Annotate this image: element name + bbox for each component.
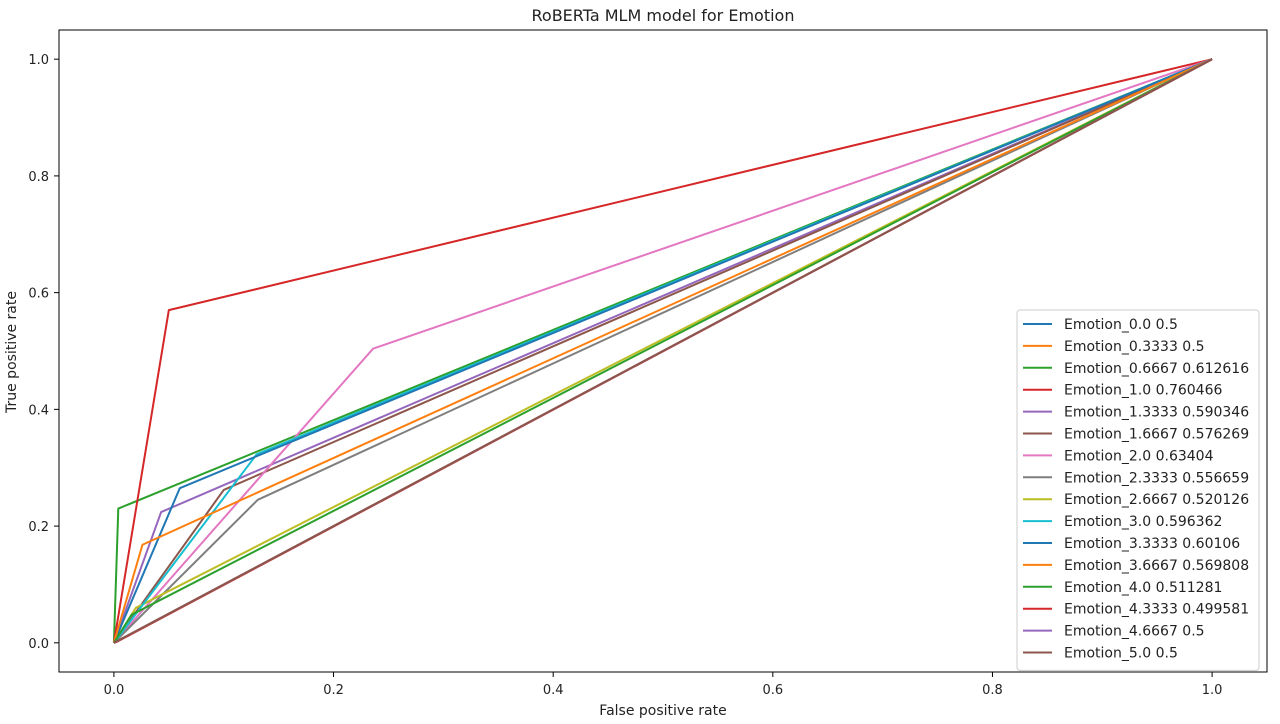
plot-area (112, 58, 1213, 644)
series-line-10 (112, 58, 1213, 644)
x-tick-label: 1.0 (1202, 683, 1223, 698)
y-tick-label: 0.2 (28, 520, 49, 535)
x-tick-label: 0.6 (762, 683, 783, 698)
chart-title: RoBERTa MLM model for Emotion (532, 6, 795, 25)
axes-frame (58, 29, 1268, 673)
y-tick-label: 0.0 (28, 637, 49, 652)
series-line-12 (113, 58, 1213, 644)
legend-label-8: Emotion_2.6667 0.520126 (1064, 492, 1249, 508)
legend: Emotion_0.0 0.5 Emotion_0.3333 0.5 Emotion… (1016, 309, 1260, 671)
y-tick-label: 1.0 (28, 53, 49, 68)
axes: 0.0 0.2 0.4 0.6 0.8 1.0 0.0 0.2 0.4 0.6 0.8 1.0 (28, 29, 1268, 698)
series-line-5 (113, 58, 1213, 644)
legend-label-15: Emotion_5.0 0.5 (1064, 646, 1178, 662)
legend-label-14: Emotion_4.6667 0.5 (1064, 624, 1205, 640)
legend-label-9: Emotion_3.0 0.596362 (1064, 514, 1222, 530)
legend-label-10: Emotion_3.3333 0.60106 (1064, 536, 1240, 552)
series-line-15 (113, 58, 1213, 644)
x-tick-label: 0.2 (323, 683, 344, 698)
legend-label-7: Emotion_2.3333 0.556659 (1064, 470, 1249, 486)
legend-label-5: Emotion_1.6667 0.576269 (1064, 427, 1249, 443)
y-tick-label: 0.4 (28, 403, 49, 418)
x-axis-label: False positive rate (599, 703, 726, 719)
x-tick-label: 0.8 (982, 683, 1003, 698)
series-line-11 (112, 58, 1213, 644)
legend-label-12: Emotion_4.0 0.511281 (1064, 580, 1222, 596)
legend-label-2: Emotion_0.6667 0.612616 (1064, 361, 1249, 377)
legend-label-13: Emotion_4.3333 0.499581 (1064, 602, 1249, 618)
y-axis-label: True positive rate (4, 291, 20, 414)
x-tick-label: 0.4 (543, 683, 564, 698)
legend-box (1016, 309, 1260, 671)
legend-label-0: Emotion_0.0 0.5 (1064, 317, 1178, 333)
y-tick-label: 0.8 (28, 170, 49, 185)
legend-label-11: Emotion_3.6667 0.569808 (1064, 558, 1249, 574)
legend-label-3: Emotion_1.0 0.760466 (1064, 383, 1222, 399)
series-line-3 (112, 58, 1213, 643)
legend-label-1: Emotion_0.3333 0.5 (1064, 339, 1205, 355)
series-line-6 (113, 58, 1213, 644)
series-line-4 (112, 58, 1213, 644)
y-tick-label: 0.6 (28, 287, 49, 302)
legend-label-4: Emotion_1.3333 0.590346 (1064, 405, 1249, 421)
legend-label-6: Emotion_2.0 0.63404 (1064, 448, 1214, 464)
x-tick-label: 0.0 (104, 683, 125, 698)
